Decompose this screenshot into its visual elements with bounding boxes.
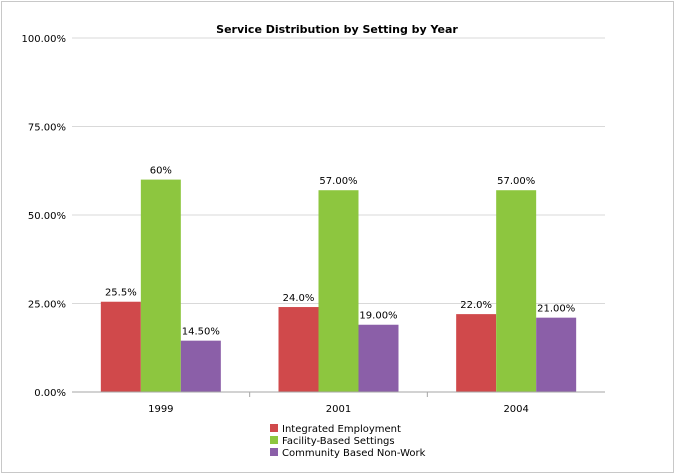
legend-swatch	[270, 424, 278, 432]
legend-swatch	[270, 448, 278, 456]
data-label: 14.50%	[182, 327, 220, 338]
data-label: 21.00%	[537, 304, 575, 315]
x-tick-label: 2001	[326, 404, 351, 415]
bars: 25.5% 60% 14.50% 24.0% 57.00% 19.00% 22.0% 57.0…	[100, 166, 577, 392]
y-tick-label: 25.00%	[28, 300, 66, 311]
bar	[180, 340, 221, 392]
data-label: 22.0%	[460, 300, 492, 311]
data-label: 19.00%	[359, 311, 397, 322]
bar	[278, 307, 319, 392]
y-tick-label: 0.00%	[34, 388, 66, 399]
legend-label: Facility-Based Settings	[282, 436, 395, 447]
data-label: 57.00%	[319, 176, 357, 187]
bar	[358, 324, 399, 392]
legend-label: Community Based Non-Work	[282, 448, 426, 459]
bar	[496, 190, 537, 392]
y-tick-label: 100.00%	[22, 34, 67, 45]
data-label: 60%	[150, 166, 172, 177]
legend-label: Integrated Employment	[282, 424, 401, 435]
x-axis: 1999 2001 2004	[72, 391, 605, 415]
bar	[100, 301, 141, 392]
y-tick-label: 75.00%	[28, 123, 66, 134]
x-tick-label: 1999	[148, 404, 173, 415]
data-label: 25.5%	[105, 288, 137, 299]
chart-title: Service Distribution by Setting by Year	[216, 23, 458, 36]
bar	[456, 314, 497, 392]
bar	[318, 190, 359, 392]
y-axis: 0.00% 25.00% 50.00% 75.00% 100.00%	[22, 34, 67, 399]
bar	[536, 317, 577, 392]
legend-swatch	[270, 436, 278, 444]
bar	[140, 179, 181, 392]
x-tick-label: 2004	[503, 404, 528, 415]
data-label: 24.0%	[283, 293, 315, 304]
data-label: 57.00%	[497, 176, 535, 187]
y-tick-label: 50.00%	[28, 211, 66, 222]
